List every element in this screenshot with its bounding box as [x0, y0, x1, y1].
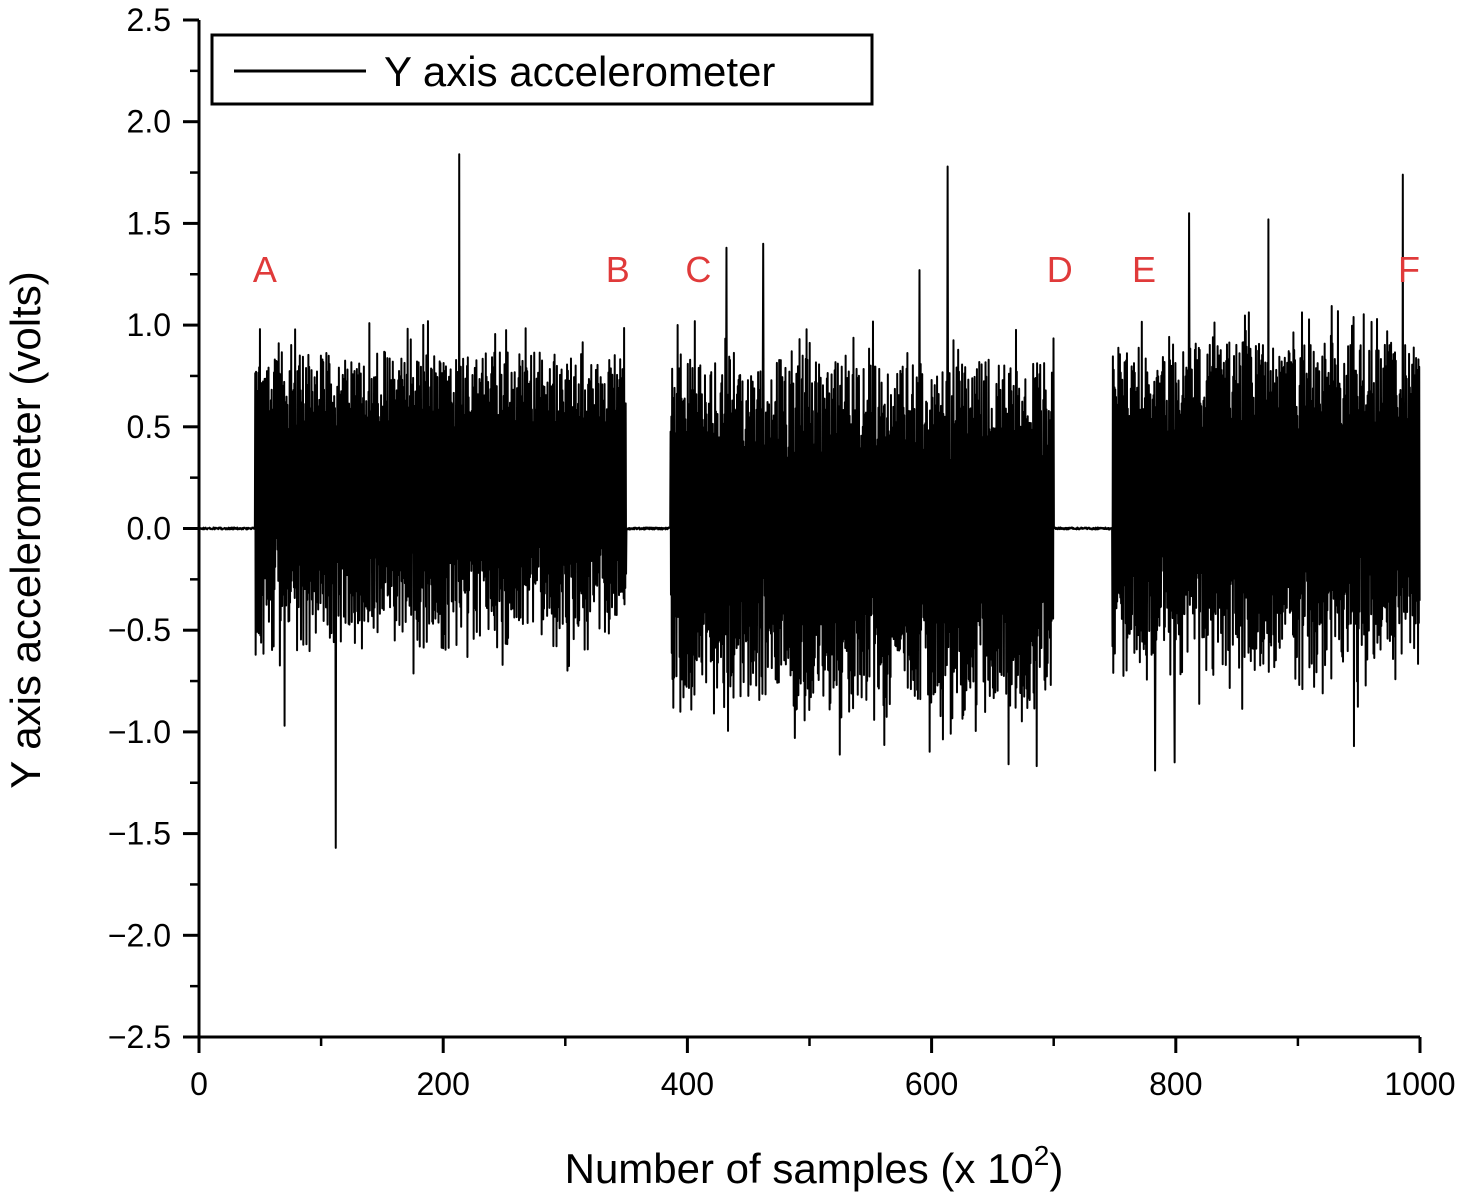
y-tick-label: 0.5 — [127, 409, 171, 445]
x-tick-label: 1000 — [1384, 1066, 1455, 1102]
region-label-a: A — [253, 249, 277, 290]
axes: 2.5 2.0 1.5 1.0 0.5 0.0 −0.5 −1.0 −1.5 −2.0 −2.5 0 2… — [108, 2, 1456, 1102]
y-tick-label: 0.0 — [127, 511, 171, 547]
region-label-e: E — [1132, 249, 1156, 290]
y-tick-label: 2.0 — [127, 104, 171, 140]
x-tick-label: 800 — [1149, 1066, 1202, 1102]
x-tick-label: 400 — [661, 1066, 714, 1102]
y-tick-label: −0.5 — [108, 612, 171, 648]
region-label-d: D — [1047, 249, 1073, 290]
y-tick-label: 1.5 — [127, 205, 171, 241]
region-label-f: F — [1398, 249, 1420, 290]
region-label-c: C — [685, 249, 711, 290]
legend-entry: Y axis accelerometer — [384, 48, 775, 95]
x-tick-label: 200 — [417, 1066, 470, 1102]
legend: Y axis accelerometer — [210, 33, 874, 106]
region-label-b: B — [606, 249, 630, 290]
y-tick-label: −2.0 — [108, 917, 171, 953]
y-tick-label: 2.5 — [127, 2, 171, 38]
plot-area — [198, 153, 1421, 849]
x-tick-label: 600 — [905, 1066, 958, 1102]
series-line-y-axis-accelerometer — [198, 153, 1421, 849]
y-tick-label: 1.0 — [127, 307, 171, 343]
x-axis-title: Number of samples (x 102) — [565, 1140, 1064, 1192]
y-tick-label: −2.5 — [108, 1019, 171, 1055]
y-tick-label: −1.0 — [108, 714, 171, 750]
region-labels: A B C D E F — [253, 249, 1420, 290]
x-tick-label: 0 — [190, 1066, 208, 1102]
y-tick-label: −1.5 — [108, 816, 171, 852]
y-axis-title: Y axis accelerometer (volts) — [2, 271, 49, 788]
